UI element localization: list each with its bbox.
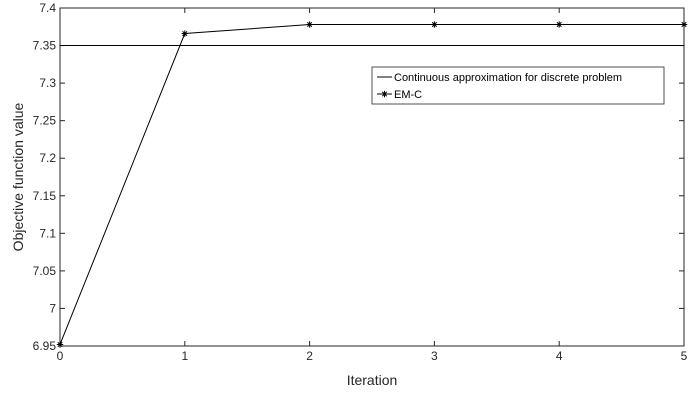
y-tick-label: 7.25 xyxy=(33,114,57,128)
legend-marker-emc xyxy=(381,90,388,98)
y-tick-label: 7.1 xyxy=(39,226,56,240)
y-tick-label: 7.35 xyxy=(33,39,57,53)
y-tick-label: 7.15 xyxy=(33,189,57,203)
series-line-1 xyxy=(59,24,684,345)
data-point xyxy=(181,30,188,37)
x-tick-label: 0 xyxy=(57,349,64,363)
y-tick-label: 7.3 xyxy=(39,76,56,90)
data-point xyxy=(680,21,688,28)
x-tick-label: 2 xyxy=(306,349,313,363)
y-axis-title: Objective function value xyxy=(10,102,26,251)
legend: Continuous approximation for discrete pr… xyxy=(371,66,665,105)
data-point xyxy=(431,21,438,28)
x-axis-title: Iteration xyxy=(347,372,398,388)
legend-star-marker xyxy=(381,90,388,98)
y-tick-label: 6.95 xyxy=(33,339,57,353)
legend-label-emc: EM-C xyxy=(394,89,422,101)
x-tick-label: 4 xyxy=(556,349,563,363)
y-tick-label: 7.4 xyxy=(39,1,56,15)
tick-labels: 0 1 2 3 4 5 6.95 7 7.05 7.1 7.15 7.2 7.25 7.3 7.35 7.4 xyxy=(33,1,688,363)
data-point xyxy=(306,21,313,28)
data-point xyxy=(556,21,563,28)
x-tick-label: 3 xyxy=(431,349,438,363)
x-tick-label: 5 xyxy=(681,349,688,363)
y-tick-label: 7.05 xyxy=(33,264,57,278)
series-group xyxy=(56,21,688,348)
y-tick-label: 7 xyxy=(49,301,56,315)
y-tick-label: 7.2 xyxy=(39,151,56,165)
plot-area xyxy=(59,7,685,347)
legend-label-continuous: Continuous approximation for discrete pr… xyxy=(394,72,622,84)
data-point xyxy=(56,341,64,348)
legend-box xyxy=(371,66,665,105)
x-tick-label: 1 xyxy=(181,349,188,363)
